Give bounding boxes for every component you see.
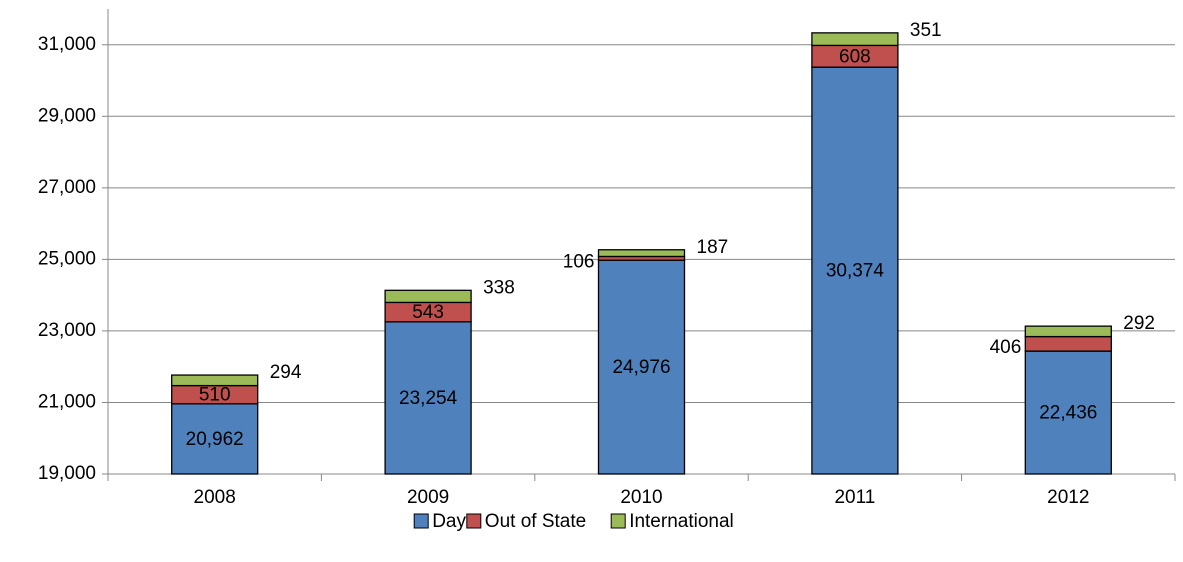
bar-segment bbox=[811, 32, 899, 47]
x-tick-label: 2008 bbox=[194, 487, 236, 508]
data-label: 292 bbox=[1123, 313, 1155, 334]
x-tick-label: 2009 bbox=[407, 487, 449, 508]
bar-segment bbox=[384, 289, 472, 304]
y-tick-label: 31,000 bbox=[38, 34, 96, 55]
legend-label: Day bbox=[432, 511, 466, 532]
bar-segment bbox=[811, 66, 899, 475]
bar-segment bbox=[1024, 325, 1112, 338]
data-label: 187 bbox=[697, 237, 729, 258]
data-label: 406 bbox=[990, 337, 1022, 358]
y-tick-label: 19,000 bbox=[38, 463, 96, 484]
bar-segment bbox=[1024, 350, 1112, 475]
data-label: 338 bbox=[483, 277, 515, 298]
data-label: 543 bbox=[412, 302, 444, 323]
data-label: 23,254 bbox=[399, 388, 458, 409]
y-tick-label: 29,000 bbox=[38, 105, 96, 126]
bar-segment bbox=[384, 321, 472, 475]
data-label: 106 bbox=[563, 251, 595, 272]
data-label: 294 bbox=[270, 362, 302, 383]
legend-label: Out of State bbox=[485, 511, 586, 532]
y-tick-label: 25,000 bbox=[38, 248, 96, 269]
y-tick-label: 23,000 bbox=[38, 320, 96, 341]
legend-swatch bbox=[466, 513, 482, 529]
data-label: 20,962 bbox=[186, 429, 244, 450]
x-tick-label: 2010 bbox=[620, 487, 662, 508]
legend-swatch bbox=[413, 513, 429, 529]
x-tick-label: 2011 bbox=[834, 487, 875, 508]
y-tick-label: 21,000 bbox=[38, 391, 96, 412]
data-label: 24,976 bbox=[612, 357, 670, 378]
data-label: 608 bbox=[839, 46, 871, 67]
y-tick-label: 27,000 bbox=[38, 177, 96, 198]
bar-segment bbox=[171, 403, 259, 475]
data-label: 510 bbox=[199, 385, 231, 406]
bar-segment bbox=[597, 259, 686, 475]
legend-swatch bbox=[610, 513, 626, 529]
x-tick-label: 2012 bbox=[1047, 487, 1089, 508]
data-label: 351 bbox=[910, 20, 942, 41]
bar-segment bbox=[597, 249, 686, 258]
bar-segment bbox=[1024, 335, 1112, 352]
data-label: 22,436 bbox=[1039, 403, 1097, 424]
bar-segment bbox=[171, 374, 259, 387]
legend-label: International bbox=[629, 511, 734, 532]
data-label: 30,374 bbox=[826, 261, 885, 282]
